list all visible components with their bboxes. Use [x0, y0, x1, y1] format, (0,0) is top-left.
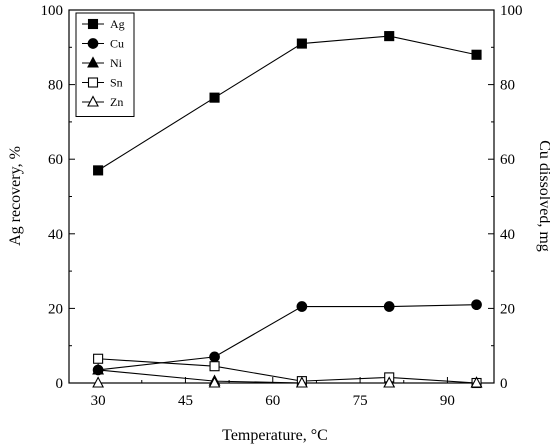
- y-axis-left-title: Ag recovery, %: [7, 146, 24, 246]
- y-left-tick-label: 80: [48, 78, 63, 94]
- point-zn: [208, 376, 221, 388]
- legend-marker: [87, 95, 99, 107]
- y-left-tick-label: 60: [48, 152, 63, 168]
- point-sn: [93, 353, 104, 364]
- legend-box: [75, 12, 135, 117]
- point-ag: [209, 92, 220, 103]
- legend-label: Cu: [110, 37, 124, 51]
- legend: Ag Cu Ni Sn Zn: [75, 12, 135, 117]
- point-ag: [471, 49, 482, 60]
- x-tick-label: 30: [91, 393, 106, 409]
- point-cu: [383, 301, 395, 312]
- point-cu: [296, 301, 308, 312]
- y-right-tick-label: 80: [500, 78, 515, 94]
- point-ag: [296, 38, 307, 49]
- point-ag: [93, 165, 104, 176]
- legend-label: Zn: [110, 95, 123, 109]
- point-ag: [384, 31, 395, 42]
- y-right-tick-label: 20: [500, 301, 515, 317]
- legend-label: Ag: [110, 17, 125, 31]
- series-ni: [92, 363, 483, 388]
- legend-item-zn: Zn: [82, 95, 123, 109]
- point-zn: [295, 376, 308, 388]
- y-right-tick-label: 40: [500, 227, 515, 243]
- point-cu: [209, 351, 220, 363]
- series-line-ag: [97, 35, 477, 171]
- x-tick-label: 60: [265, 393, 280, 409]
- legend-item-cu: Cu: [82, 37, 124, 51]
- series-layer: [92, 31, 483, 389]
- y-right-tick-label: 60: [500, 152, 515, 168]
- legend-item-ag: Ag: [82, 17, 125, 31]
- point-zn: [470, 376, 483, 388]
- series-line-cu: [98, 304, 477, 371]
- legend-marker: [87, 56, 99, 68]
- y-right-tick-label: 0: [500, 376, 508, 392]
- y-left-tick-label: 20: [48, 301, 63, 317]
- point-cu: [471, 299, 482, 311]
- legend-label: Sn: [110, 76, 123, 90]
- series-ag: [93, 31, 482, 176]
- x-tick-label: 45: [178, 393, 193, 409]
- point-zn: [92, 376, 105, 388]
- legend-marker: [87, 18, 99, 30]
- point-zn: [383, 376, 396, 388]
- ticks-layer: 30 45 60 75 90 0 20 40 60 80 100 0 20 40 60 80 100: [41, 3, 523, 409]
- legend-item-ni: Ni: [82, 56, 123, 70]
- series-cu: [92, 299, 482, 376]
- x-tick-label: 90: [440, 393, 455, 409]
- series-line-sn: [98, 358, 477, 384]
- y-left-tick-label: 100: [41, 3, 64, 19]
- point-ni: [92, 363, 105, 375]
- y-left-tick-label: 0: [56, 376, 64, 392]
- legend-label: Ni: [110, 56, 123, 70]
- point-sn: [209, 361, 220, 372]
- legend-item-sn: Sn: [82, 76, 123, 90]
- y-right-tick-label: 100: [500, 3, 523, 19]
- y-left-tick-label: 40: [48, 227, 63, 243]
- series-zn: [92, 376, 483, 388]
- x-axis-title: Temperature, °C: [222, 427, 328, 444]
- x-tick-label: 75: [353, 393, 368, 409]
- y-axis-right-title: Cu dissolved, mg: [536, 140, 550, 252]
- series-line-ni: [98, 369, 477, 384]
- legend-marker: [87, 77, 99, 88]
- legend-marker: [87, 38, 99, 49]
